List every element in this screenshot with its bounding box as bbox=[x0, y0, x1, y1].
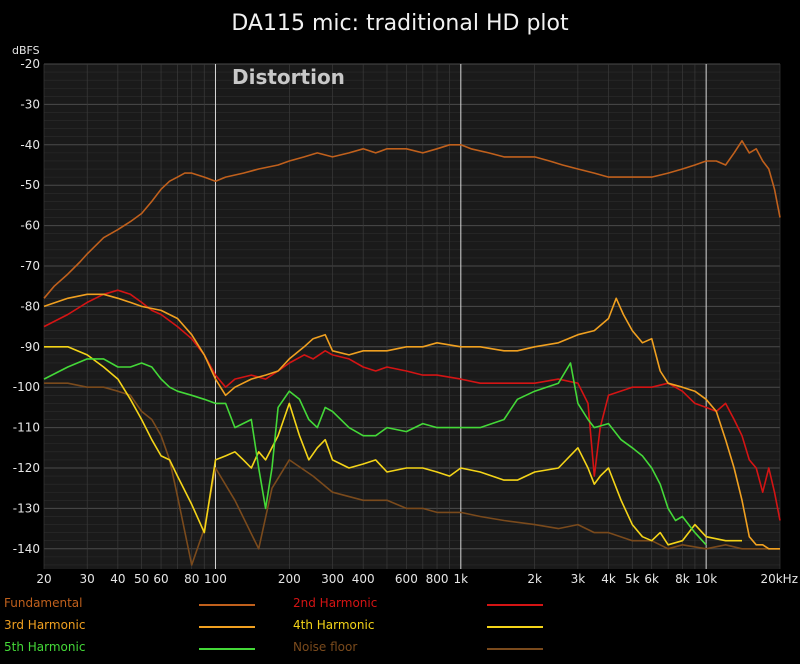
fundamental-line bbox=[43, 140, 781, 299]
2nd-harmonic-line bbox=[43, 289, 781, 521]
legend-item: Noise floor bbox=[293, 638, 673, 658]
legend-item: 5th Harmonic bbox=[4, 638, 384, 658]
4th-harmonic-line bbox=[44, 346, 742, 546]
x-tick-label: 60 bbox=[153, 572, 168, 586]
x-tick-label: 4k bbox=[601, 572, 616, 586]
legend-swatch bbox=[487, 626, 543, 628]
noise-floor-line bbox=[44, 382, 780, 566]
legend-item: Fundamental bbox=[4, 594, 384, 614]
x-axis: 20 30 40 50 60 80 100 200 300 400 600 800 1k 2k 3k 4k 5k… bbox=[36, 572, 798, 586]
x-tick-label: 30 bbox=[80, 572, 95, 586]
x-tick-label: 200 bbox=[278, 572, 301, 586]
x-tick-label: 10k bbox=[695, 572, 717, 586]
y-tick-label: -50 bbox=[20, 178, 40, 192]
legend-label: 2nd Harmonic bbox=[293, 596, 378, 610]
y-tick-label: -110 bbox=[13, 421, 40, 435]
y-tick-label: -30 bbox=[20, 97, 40, 111]
x-tick-label: 50 bbox=[134, 572, 149, 586]
legend-label: 3rd Harmonic bbox=[4, 618, 86, 632]
x-tick-label: 40 bbox=[110, 572, 125, 586]
legend-label: 4th Harmonic bbox=[293, 618, 375, 632]
legend-swatch bbox=[199, 626, 255, 628]
legend-swatch bbox=[199, 604, 255, 606]
series-group bbox=[43, 140, 781, 566]
legend-item: 4th Harmonic bbox=[293, 616, 673, 636]
x-tick-label: 1k bbox=[454, 572, 469, 586]
legend-swatch bbox=[487, 604, 543, 606]
y-axis: -20 -30 -40 -50 -60 -70 -80 -90 -100 -110 -120 -130… bbox=[13, 57, 40, 556]
x-tick-label: 300 bbox=[321, 572, 344, 586]
chart-title: DA115 mic: traditional HD plot bbox=[231, 11, 569, 36]
legend-label: 5th Harmonic bbox=[4, 640, 86, 654]
y-tick-label: -60 bbox=[20, 219, 40, 233]
hd-chart: DA115 mic: traditional HD plot dBFS -20-… bbox=[12, 11, 798, 586]
x-tick-label: 2k bbox=[527, 572, 542, 586]
x-tick-label: 6k bbox=[644, 572, 659, 586]
y-tick-label: -140 bbox=[13, 542, 40, 556]
x-tick-label: 400 bbox=[352, 572, 375, 586]
x-tick-label: 3k bbox=[571, 572, 586, 586]
x-tick-label: 20 bbox=[36, 572, 51, 586]
plot-area bbox=[44, 64, 780, 569]
legend: Fundamental 2nd Harmonic 3rd Harmonic 4th H… bbox=[0, 592, 800, 664]
x-tick-label: 600 bbox=[395, 572, 418, 586]
y-tick-label: -120 bbox=[13, 461, 40, 475]
legend-swatch bbox=[487, 648, 543, 650]
legend-label: Noise floor bbox=[293, 640, 358, 654]
y-tick-label: -20 bbox=[20, 57, 40, 71]
legend-label: Fundamental bbox=[4, 596, 83, 610]
x-tick-label: 80 bbox=[184, 572, 199, 586]
y-tick-label: -40 bbox=[20, 138, 40, 152]
x-tick-label: 800 bbox=[426, 572, 449, 586]
y-tick-label: -130 bbox=[13, 501, 40, 515]
3rd-harmonic-line bbox=[43, 293, 780, 550]
y-tick-label: -70 bbox=[20, 259, 40, 273]
x-tick-label: 8k bbox=[675, 572, 690, 586]
legend-item: 3rd Harmonic bbox=[4, 616, 384, 636]
x-tick-label: 5k bbox=[625, 572, 640, 586]
x-tick-label: 20kHz bbox=[760, 572, 798, 586]
legend-item: 2nd Harmonic bbox=[293, 594, 673, 614]
5th-harmonic-line bbox=[43, 358, 707, 546]
y-tick-label: -100 bbox=[13, 380, 40, 394]
y-tick-label: -90 bbox=[20, 340, 40, 354]
distortion-annotation: Distortion bbox=[232, 65, 345, 89]
y-tick-label: -80 bbox=[20, 299, 40, 313]
legend-swatch bbox=[199, 648, 255, 650]
x-tick-label: 100 bbox=[204, 572, 227, 586]
y-axis-unit-label: dBFS bbox=[12, 44, 40, 57]
